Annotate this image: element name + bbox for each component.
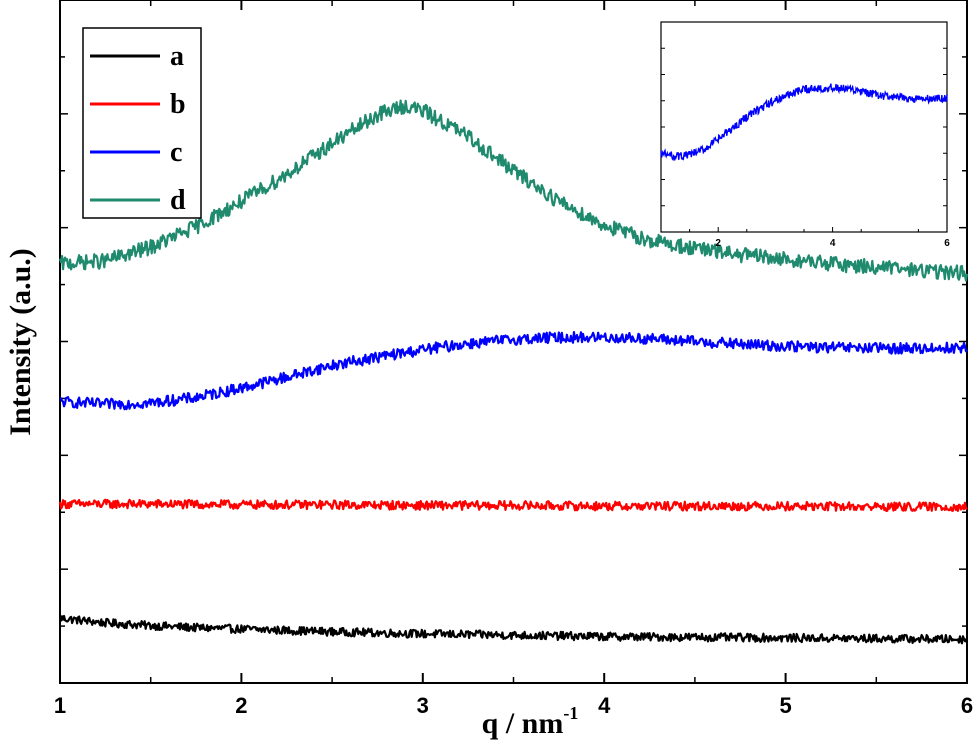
inset-x-tick-label: 4 [830, 238, 836, 249]
inset-ticks: 2 4 6 [661, 47, 950, 249]
inset-frame [660, 21, 948, 233]
x-axis-title-superscript: -1 [563, 703, 578, 723]
x-tick-label: 1 [54, 693, 66, 718]
legend-label-c: c [170, 137, 182, 168]
series-d-line [58, 99, 969, 282]
x-tick-label: 6 [961, 693, 973, 718]
y-axis-title: Intensity (a.u.) [4, 248, 37, 436]
inset-x-tick-label: 2 [715, 238, 721, 249]
x-tick-label: 3 [417, 693, 429, 718]
x-tick-label: 4 [598, 693, 611, 718]
legend-box [82, 27, 202, 219]
y-axis-ticks [60, 56, 967, 627]
x-tick-label: 2 [235, 693, 247, 718]
legend-label-b: b [170, 89, 186, 120]
series-c-line [59, 330, 968, 411]
inset-series-c-line [660, 83, 948, 162]
inset-chart: 2 4 6 [660, 21, 950, 249]
x-axis-title-text: q / nm [482, 707, 564, 740]
x-axis-ticks: 1 2 3 4 5 6 [54, 0, 973, 718]
x-axis-title: q / nm-1 [482, 703, 579, 740]
x-tick-label: 5 [779, 693, 791, 718]
series-b-line [58, 498, 968, 513]
series-layer [58, 99, 969, 645]
inset-series [660, 83, 948, 162]
legend-label-a: a [170, 41, 184, 72]
inset-x-tick-label: 6 [944, 238, 950, 249]
series-a-line [58, 614, 969, 645]
legend-label-d: d [170, 185, 186, 216]
